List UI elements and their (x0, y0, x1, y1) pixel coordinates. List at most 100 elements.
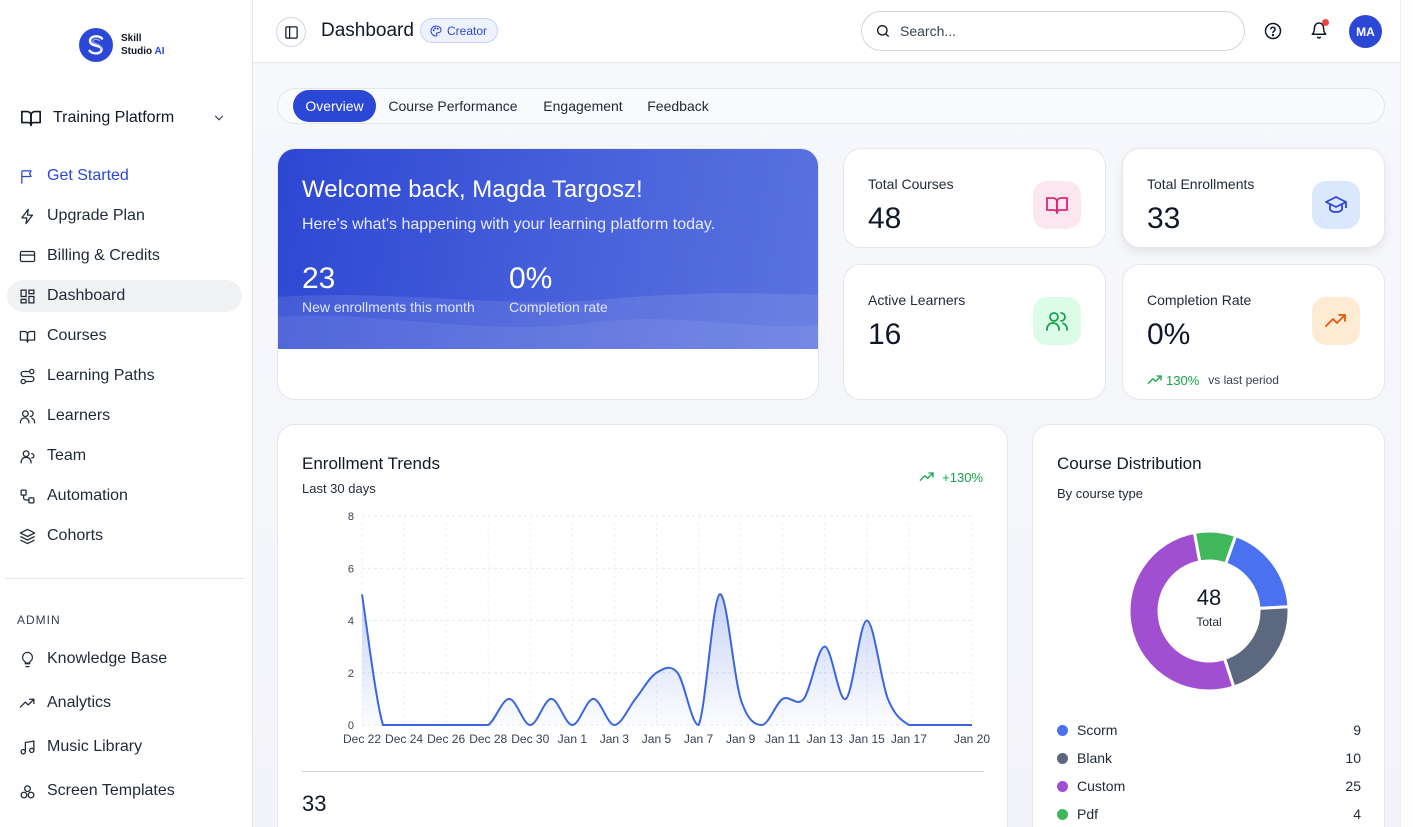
users-icon (19, 409, 36, 424)
tab-course-performance[interactable]: Course Performance (388, 98, 518, 114)
sidebar-item-cohorts[interactable]: Cohorts (7, 520, 242, 552)
sidebar-item-billing-credits[interactable]: Billing & Credits (7, 240, 242, 272)
data-point (592, 697, 595, 700)
sidebar-item-team[interactable]: Team (7, 440, 242, 472)
legend-value: 9 (1353, 722, 1361, 738)
role-badge: Creator (420, 18, 499, 43)
data-point (886, 697, 889, 700)
stat-label: Completion Rate (1147, 292, 1252, 308)
data-point (928, 724, 931, 727)
sidebar-toggle-button[interactable] (276, 17, 306, 47)
sidebar-item-knowledge-base[interactable]: Knowledge Base (7, 643, 242, 675)
data-point (718, 593, 721, 596)
sidebar-item-label: Courses (47, 327, 107, 344)
data-point (697, 724, 700, 727)
enrollment-chart: 0 2 4 6 8 Dec 22 Dec 24 Dec 26 Dec 28 Dec 30 Jan 1… (343, 511, 990, 746)
users-icon (1046, 312, 1068, 331)
search-box[interactable] (861, 11, 1245, 51)
chart-trend: +130% (919, 469, 983, 485)
completion-rate-value: 0% (509, 262, 553, 295)
workspace-switcher[interactable]: Training Platform (20, 104, 230, 132)
trend-value: 130% (1166, 372, 1200, 388)
sidebar-item-automation[interactable]: Automation (7, 480, 242, 512)
tab-feedback[interactable]: Feedback (647, 98, 709, 114)
trending-up-icon (1325, 314, 1346, 327)
y-tick-label: 0 (348, 720, 354, 732)
music-icon (20, 739, 35, 755)
donut-slice-custom[interactable] (1127, 530, 1236, 693)
x-tick-label: Jan 17 (891, 732, 927, 746)
page-scrollbar[interactable] (1400, 0, 1410, 827)
shapes-icon (20, 784, 35, 799)
tab-bar: Overview Course Performance Engagement F… (277, 88, 1385, 124)
trending-up-icon (919, 472, 934, 481)
legend-value: 10 (1345, 750, 1361, 766)
user-avatar[interactable]: MA (1349, 15, 1382, 48)
brand-name-ai: AI (154, 46, 165, 57)
x-tick-label: Dec 30 (511, 732, 549, 746)
stat-card-active-learners: Active Learners 16 (843, 264, 1106, 400)
sidebar: Skill Studio AI Training Platform Get St… (0, 0, 253, 827)
trending-up-icon (19, 698, 35, 708)
data-point (655, 671, 658, 674)
x-tick-label: Dec 26 (427, 732, 465, 746)
help-circle-icon[interactable] (1264, 22, 1282, 40)
stat-icon-box (1033, 297, 1081, 345)
wave-decoration (278, 293, 818, 349)
sidebar-item-label: Knowledge Base (47, 650, 168, 667)
stat-card-total-courses: Total Courses 48 (843, 148, 1106, 248)
legend-label: Custom (1077, 778, 1126, 794)
sidebar-item-label: Upgrade Plan (47, 207, 145, 224)
data-point (760, 724, 763, 727)
welcome-subtitle: Here's what's happening with your learni… (302, 216, 716, 233)
sidebar-item-label: Get Started (47, 167, 129, 184)
sidebar-item-screen-templates[interactable]: Screen Templates (7, 775, 242, 807)
sidebar-item-dashboard[interactable]: Dashboard (7, 280, 242, 312)
data-point (508, 697, 511, 700)
donut-slice-blank[interactable] (1222, 605, 1291, 689)
grid-icon (20, 288, 35, 304)
bell-icon[interactable] (1310, 21, 1328, 40)
tab-overview[interactable]: Overview (293, 90, 376, 122)
sidebar-item-analytics[interactable]: Analytics (7, 687, 242, 719)
palette-icon (430, 24, 442, 37)
y-tick-label: 2 (348, 668, 354, 680)
workflow-icon (20, 488, 35, 504)
data-point (907, 724, 910, 727)
completion-rate-label: Completion rate (509, 299, 608, 315)
trend-note: vs last period (1208, 373, 1279, 387)
donut-slice-scorm[interactable] (1223, 533, 1291, 610)
brand-name-line2: Studio (121, 46, 153, 57)
data-point (487, 724, 490, 727)
tab-engagement[interactable]: Engagement (543, 98, 623, 114)
series-area (362, 594, 972, 725)
sidebar-item-learners[interactable]: Learners (7, 400, 242, 432)
legend-value: 25 (1345, 778, 1361, 794)
donut-slice-pdf[interactable] (1192, 529, 1238, 566)
sidebar-item-label: Screen Templates (47, 782, 175, 799)
completion-trend: 130% vs last period (1147, 372, 1279, 388)
x-tick-label: Jan 20 (954, 732, 990, 746)
sidebar-item-learning-paths[interactable]: Learning Paths (7, 360, 242, 392)
x-tick-label: Jan 13 (807, 732, 843, 746)
brand-logo[interactable]: Skill Studio AI (79, 28, 165, 62)
credit-card-icon (19, 250, 36, 262)
stat-value: 33 (1147, 202, 1181, 235)
main-content: Dashboard Creator MA Overview Course Per… (253, 0, 1410, 827)
stat-value: 16 (868, 318, 902, 351)
search-input[interactable] (900, 23, 1220, 39)
sidebar-item-upgrade-plan[interactable]: Upgrade Plan (7, 200, 242, 232)
course-distribution-card: Course Distribution By course type 48 Tot… (1032, 424, 1385, 827)
data-point (403, 724, 406, 727)
data-point (424, 724, 427, 727)
trending-up-icon (1147, 375, 1162, 384)
sidebar-item-get-started[interactable]: Get Started (7, 160, 242, 192)
sidebar-item-courses[interactable]: Courses (7, 320, 242, 352)
legend-value: 4 (1353, 806, 1361, 822)
layers-icon (19, 528, 36, 544)
workspace-label: Training Platform (53, 109, 175, 126)
distribution-subtitle: By course type (1057, 486, 1143, 501)
data-point (971, 724, 974, 727)
sidebar-item-music-library[interactable]: Music Library (7, 731, 242, 763)
data-point (865, 619, 868, 622)
